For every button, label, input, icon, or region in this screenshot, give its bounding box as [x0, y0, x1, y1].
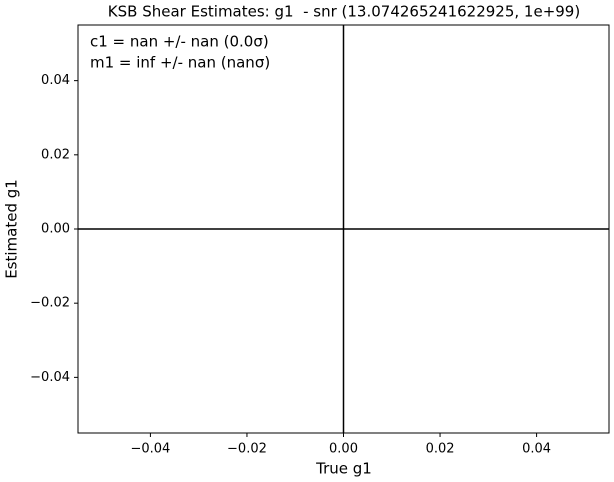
y-tick-label: −0.02 [30, 296, 70, 311]
y-tick-label: 0.02 [41, 147, 70, 162]
y-tick-label: 0.00 [41, 222, 70, 237]
x-tick-label: 0.04 [522, 442, 551, 457]
x-tick-label: 0.02 [426, 442, 455, 457]
annotation: c1 = nan +/- nan (0.0σ) [90, 33, 269, 51]
chart-title: KSB Shear Estimates: g1 - snr (13.074265… [108, 3, 580, 21]
x-axis-label: True g1 [315, 460, 372, 478]
x-tick-label: −0.04 [130, 442, 170, 457]
plot-frame [77, 24, 610, 434]
x-tick-label: 0.00 [329, 442, 358, 457]
annotation: m1 = inf +/- nan (nanσ) [90, 54, 270, 72]
y-axis-label: Estimated g1 [3, 179, 21, 279]
y-tick-label: 0.04 [41, 73, 70, 88]
y-tick-label: −0.04 [30, 370, 70, 385]
x-tick-label: −0.02 [227, 442, 267, 457]
